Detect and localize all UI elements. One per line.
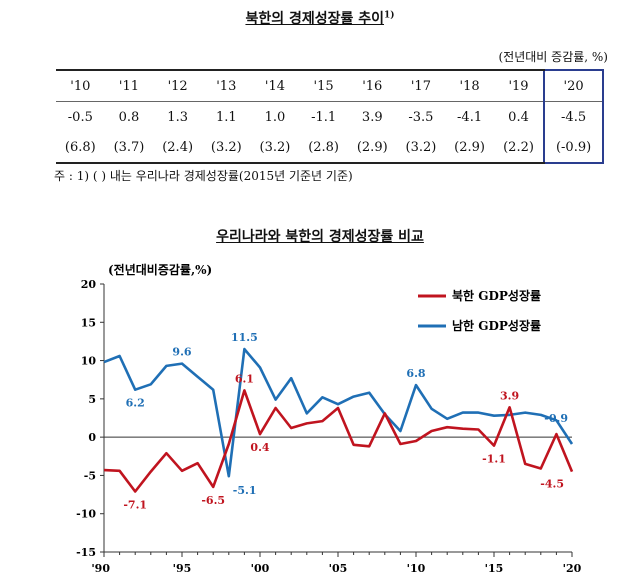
table-row-north: -0.5 0.8 1.3 1.1 1.0 -1.1 3.9 -3.5 -4.1 0.4 -4.5 [56, 101, 604, 132]
chart-series [103, 347, 574, 493]
x-tick-label: '00 [251, 562, 270, 575]
y-tick-label: 10 [81, 355, 97, 368]
data-label: 6.2 [126, 397, 145, 410]
x-tick-label: '10 [407, 562, 426, 575]
y-tick-label: -10 [76, 508, 96, 521]
data-label: 0.4 [250, 441, 269, 454]
table-cell-north: 0.4 [508, 109, 529, 125]
table-cell-north: 3.9 [361, 109, 383, 125]
table-cell-year: '15 [299, 69, 348, 102]
y-tick-label: 5 [88, 393, 96, 406]
x-tick-label: '05 [329, 562, 348, 575]
table-cell-year: '18 [445, 69, 494, 102]
table-title-footnote-mark: 1) [384, 10, 395, 21]
y-tick-label: 15 [81, 316, 96, 329]
chart-title-text: 우리나라와 북한의 경제성장률 비교 [216, 229, 424, 245]
data-label: 9.6 [172, 346, 191, 359]
table-title-text: 북한의 경제성장률 추이 [245, 11, 385, 27]
table-cell-north: 1.0 [264, 109, 286, 125]
table-cell-north: -4.1 [457, 109, 483, 125]
table-cell-year: '16 [347, 69, 397, 102]
data-label: -6.5 [201, 494, 225, 507]
x-tick-label: '90 [91, 562, 110, 575]
table-cell-year: '19 [493, 69, 545, 102]
y-tick-label: -15 [76, 546, 96, 559]
table-cell-south: (2.4) [153, 132, 202, 164]
table-cell-south: (3.2) [250, 132, 300, 164]
table-cell-year: '12 [153, 69, 202, 102]
table-cell-south: (2.9) [347, 132, 397, 164]
table-cell-year: '17 [396, 69, 446, 102]
table-cell-north: 1.3 [167, 109, 188, 125]
table-cell-year: '20 [543, 69, 604, 102]
table-cell-year: '11 [104, 69, 154, 102]
y-tick-label: 0 [88, 431, 96, 444]
table-cell-south: (2.8) [299, 132, 348, 164]
table-cell-south: (3.7) [104, 132, 154, 164]
table-cell-north: 1.1 [215, 109, 237, 125]
data-label: 6.1 [235, 372, 254, 385]
table-footnote: 주 : 1) ( ) 내는 우리나라 경제성장률(2015년 기준년 기준) [54, 169, 353, 183]
table-cell-south: (2.2) [493, 132, 545, 164]
table-title: 북한의 경제성장률 추이1) [0, 8, 640, 28]
table-cell-north: -1.1 [311, 109, 337, 125]
legend-label-0: 북한 GDP성장률 [452, 288, 541, 303]
x-tick-label: '95 [173, 562, 192, 575]
data-label: -7.1 [123, 499, 147, 512]
series-line-0 [103, 389, 574, 493]
table-cell-north: -3.5 [408, 109, 434, 125]
table-row-south: (6.8) (3.7) (2.4) (3.2) (3.2) (2.8) (2.9) (3.2)… [56, 132, 604, 164]
table-unit-label: (전년대비 증감률, %) [498, 50, 609, 64]
chart-annotations: -7.1 -6.5 6.1 0.4 -1.1 3.9 -4.5 6.2 9.6 -5.1 11.5 6… [123, 331, 568, 511]
data-label: 11.5 [231, 331, 258, 344]
data-label: 3.9 [500, 389, 519, 402]
data-label: -4.5 [540, 478, 564, 491]
data-label: -0.9 [544, 412, 568, 425]
data-label: 6.8 [406, 367, 425, 380]
table-cell-year: '10 [56, 69, 105, 102]
data-label: -1.1 [482, 453, 506, 466]
data-label: -5.1 [233, 484, 257, 497]
growth-line-chart: (전년대비증감률,%) 20 15 10 5 0 -5 -10 -15 '90 '95 '00 '05… [76, 262, 582, 575]
x-tick-label: '20 [563, 562, 582, 575]
x-tick-label: '15 [485, 562, 504, 575]
table-row-years: '10'11'12'13'14'15'16'17'18'19'20 [56, 69, 604, 102]
table-cell-south: (-0.9) [543, 132, 604, 164]
table-cell-north: 0.8 [118, 109, 140, 125]
table-cell-south: (2.9) [445, 132, 494, 164]
table-cell-north: -0.5 [67, 109, 93, 125]
y-tick-label: 20 [81, 278, 97, 291]
table-cell-year: '14 [250, 69, 300, 102]
table-cell-north: -4.5 [543, 101, 604, 132]
table-cell-year: '13 [201, 69, 251, 102]
table-cell-south: (3.2) [201, 132, 251, 164]
y-tick-label: -5 [84, 469, 96, 482]
legend-label-1: 남한 GDP성장률 [452, 318, 541, 333]
chart-axes: 20 15 10 5 0 -5 -10 -15 '90 '95 '00 '05 '10 '15 '20 [76, 278, 582, 575]
table-cell-south: (6.8) [56, 132, 105, 164]
table-cell-south: (3.2) [396, 132, 446, 164]
chart-ylabel: (전년대비증감률,%) [108, 262, 212, 277]
growth-table: '10'11'12'13'14'15'16'17'18'19'20 -0.5 0.… [56, 69, 604, 164]
chart-title: 우리나라와 북한의 경제성장률 비교 [0, 226, 640, 246]
